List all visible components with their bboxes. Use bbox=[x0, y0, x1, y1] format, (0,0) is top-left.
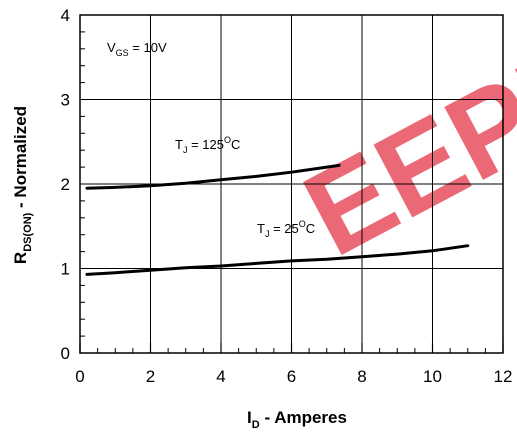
x-axis-title: ID - Amperes bbox=[247, 408, 347, 431]
annotation-tj25: TJ = 25OC bbox=[257, 219, 315, 239]
y-tick-label: 0 bbox=[61, 344, 70, 363]
y-axis-title: RDS(ON) - Normalized bbox=[11, 106, 34, 264]
y-tick-label: 3 bbox=[61, 91, 70, 110]
y-tick-label: 4 bbox=[61, 6, 70, 25]
x-tick-label: 12 bbox=[494, 367, 513, 386]
grid bbox=[80, 15, 503, 353]
x-tick-label: 8 bbox=[357, 367, 366, 386]
watermark: EEPM bbox=[284, 4, 517, 282]
y-tick-labels: 0 1 2 3 4 bbox=[61, 6, 70, 363]
annotation-tj125: TJ = 125OC bbox=[175, 135, 240, 155]
x-tick-label: 4 bbox=[216, 367, 225, 386]
x-tick-label: 6 bbox=[287, 367, 296, 386]
x-tick-labels: 0 2 4 6 8 10 12 bbox=[75, 367, 512, 386]
x-tick-label: 0 bbox=[75, 367, 84, 386]
y-tick-label: 2 bbox=[61, 175, 70, 194]
series-group bbox=[85, 163, 470, 276]
x-tick-label: 2 bbox=[146, 367, 155, 386]
y-tick-label: 1 bbox=[61, 260, 70, 279]
x-tick-label: 10 bbox=[423, 367, 442, 386]
series-line-125c bbox=[85, 163, 341, 190]
series-line-25c bbox=[85, 244, 470, 276]
annotation-vgs: VGS = 10V bbox=[107, 40, 167, 58]
watermark-text: EEPM bbox=[284, 4, 517, 282]
plot-frame bbox=[79, 14, 504, 354]
